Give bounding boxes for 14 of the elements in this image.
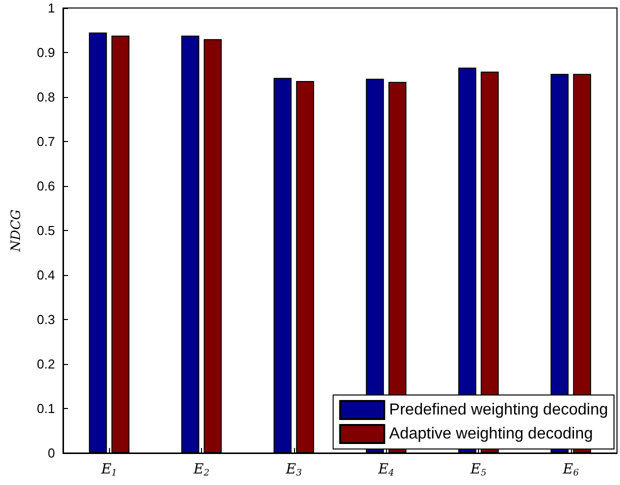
legend-label: Predefined weighting decoding [389, 402, 608, 418]
legend-label: Adaptive weighting decoding [389, 426, 593, 442]
y-tick-label: 0.1 [36, 401, 55, 416]
y-tick-label: 0.2 [36, 356, 55, 372]
y-tick-label: 0.7 [36, 134, 55, 149]
y-axis-title: NDCG [9, 209, 24, 253]
y-tick-label: 0.8 [36, 90, 55, 104]
y-tick-label: 0.5 [36, 223, 55, 238]
y-tick-label: 1 [48, 0, 55, 16]
y-tick-label: 0.6 [36, 178, 55, 194]
y-tick-label: 0.3 [36, 312, 55, 327]
y-tick-label: 0 [48, 446, 55, 460]
y-tick-label: 0.9 [36, 45, 55, 60]
y-tick-label: 0.4 [36, 268, 55, 282]
